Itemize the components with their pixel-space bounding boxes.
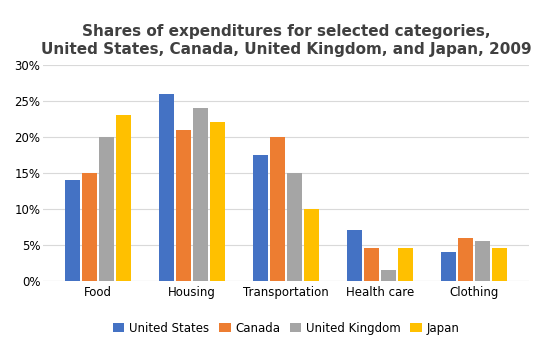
Bar [116, 115, 131, 281]
Bar [347, 230, 362, 281]
Bar [475, 241, 490, 281]
Bar [398, 248, 413, 281]
Bar [381, 270, 396, 281]
Bar [159, 94, 174, 281]
Bar [304, 209, 319, 281]
Bar [253, 155, 268, 281]
Bar [176, 130, 191, 281]
Title: Shares of expenditures for selected categories,
United States, Canada, United Ki: Shares of expenditures for selected cate… [41, 24, 531, 57]
Bar [65, 180, 80, 281]
Bar [270, 137, 285, 281]
Bar [82, 173, 97, 281]
Bar [441, 252, 456, 281]
Bar [492, 248, 507, 281]
Bar [99, 137, 114, 281]
Bar [193, 108, 208, 281]
Bar [458, 238, 473, 281]
Legend: United States, Canada, United Kingdom, Japan: United States, Canada, United Kingdom, J… [108, 317, 464, 339]
Bar [364, 248, 379, 281]
Bar [210, 122, 225, 281]
Bar [287, 173, 302, 281]
